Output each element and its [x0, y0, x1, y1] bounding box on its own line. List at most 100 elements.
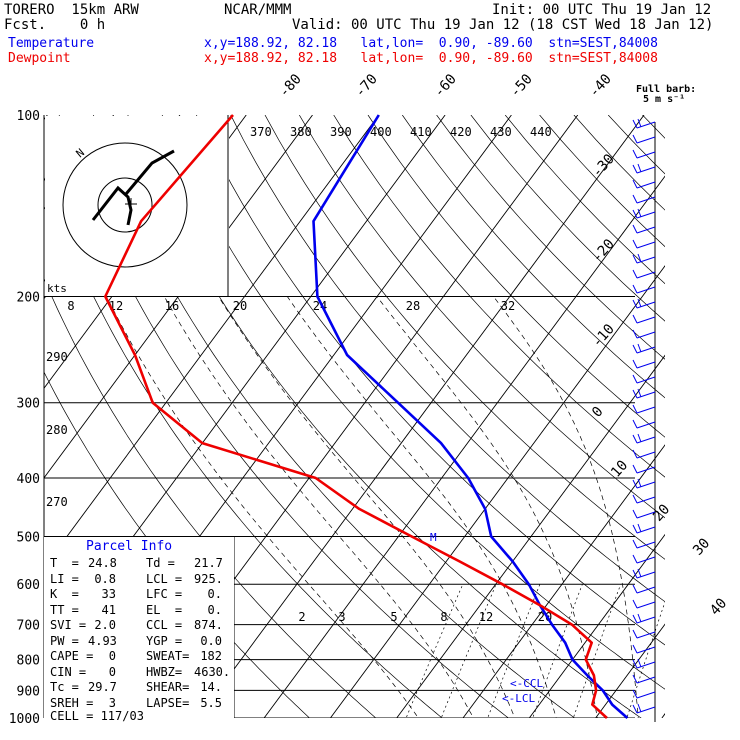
- moist-adiabat-line: [218, 296, 516, 718]
- pressure-label: 500: [17, 530, 40, 545]
- isotherm-label: -40: [586, 71, 615, 101]
- wind-barb: [632, 449, 656, 459]
- parcel-param-label: LI =: [50, 571, 79, 586]
- wind-barb: [632, 554, 656, 564]
- isotherm-label: -10: [589, 321, 618, 351]
- temperature-station-info: x,y=188.92, 82.18 lat,lon= 0.90, -89.60 …: [204, 36, 658, 51]
- barb-title: Full barb:: [636, 84, 697, 95]
- wind-barb: [632, 629, 656, 639]
- wind-barb: [632, 224, 656, 234]
- wind-barb: [632, 689, 656, 699]
- parcel-param-value: 925.: [194, 571, 223, 586]
- parcel-param-label: YGP =: [146, 633, 183, 648]
- parcel-param-value: 29.7: [88, 680, 117, 694]
- hodograph-ring: [62, 142, 188, 268]
- pressure-label: 100: [17, 109, 40, 124]
- wind-barb: [632, 179, 656, 189]
- isotherm-label: 10: [608, 457, 631, 480]
- parcel-param-value: 33: [101, 587, 116, 601]
- wind-barb: [632, 359, 656, 369]
- hodograph-speed-label: 28: [406, 299, 420, 313]
- parcel-param-value: 182: [200, 649, 222, 663]
- parcel-param-label: Td =: [146, 556, 175, 570]
- parcel-param-label: HWBZ=: [146, 664, 183, 679]
- dry-adiabat-line: [333, 115, 665, 478]
- parcel-param-label: TT =: [50, 602, 79, 617]
- hodograph-speed-label: 20: [233, 299, 247, 313]
- wind-barb: [632, 419, 656, 429]
- pressure-label: 800: [17, 654, 40, 669]
- wind-barb: [632, 374, 656, 384]
- parcel-param-label: SREH =: [50, 695, 94, 710]
- hodograph-speed-label: 8: [67, 299, 74, 313]
- isotherm-line: [661, 713, 665, 718]
- mixing-ratio-line: [532, 584, 583, 718]
- wind-barb: [632, 464, 656, 474]
- mixing-ratio-line: [626, 600, 665, 718]
- wind-barb: [632, 329, 656, 339]
- dewpoint-legend: Dewpoint: [8, 51, 71, 66]
- hodograph-trace: [91, 149, 175, 226]
- pressure-label: 600: [17, 578, 40, 593]
- parcel-param-label: Tc =: [50, 680, 79, 694]
- theta-label: 270: [46, 495, 68, 509]
- isotherm-line: [44, 115, 313, 479]
- wind-barb: [632, 118, 656, 129]
- wind-barb: [632, 703, 656, 714]
- wind-barb: [632, 584, 656, 594]
- isotherm-line: [330, 265, 665, 718]
- wind-barb: [632, 149, 656, 159]
- parcel-param-value: 4630.: [194, 664, 231, 679]
- dewpoint-profile: [104, 114, 608, 719]
- parcel-param-label: SVI =: [50, 618, 87, 632]
- mixing-ratio-label: 2: [298, 610, 305, 624]
- theta-label: 370: [250, 125, 272, 139]
- dry-adiabat-line: [642, 115, 665, 139]
- wind-barb: [632, 253, 656, 264]
- wind-barb: [632, 314, 656, 324]
- isotherm-label: 20: [650, 501, 673, 524]
- parcel-param-value: 14.: [200, 680, 222, 694]
- parcel-param-value: 2.0: [94, 618, 116, 632]
- parcel-info-title: Parcel Info: [86, 539, 173, 554]
- parcel-param-label: EL =: [146, 602, 183, 617]
- parcel-param-label: K =: [50, 587, 79, 601]
- isotherm-label: -50: [507, 71, 536, 101]
- parcel-param-label: CCL =: [146, 618, 183, 632]
- wind-barb: [632, 404, 656, 414]
- isotherm-label: 0: [589, 404, 607, 421]
- dry-adiabat-line: [367, 115, 665, 438]
- dry-adiabat-line: [44, 176, 443, 718]
- wind-barb: [632, 208, 656, 219]
- mixing-ratio-label: 8: [440, 610, 447, 624]
- isotherm-line: [528, 533, 665, 718]
- isotherm-line: [595, 623, 665, 718]
- theta-label: 440: [530, 125, 552, 139]
- hodograph-ring: [97, 177, 153, 233]
- mixing-ratio-line: [440, 584, 497, 718]
- pressure-label: 300: [17, 397, 40, 412]
- theta-label: 430: [490, 125, 512, 139]
- wind-barb: [632, 134, 656, 144]
- wind-barb: [632, 478, 656, 489]
- model-name: TORERO 15km ARW: [4, 2, 139, 18]
- wind-barb: [632, 163, 656, 174]
- wind-barb: [632, 343, 656, 354]
- parcel-param-value: 3: [108, 695, 116, 710]
- isotherm-label: 30: [690, 535, 713, 558]
- parcel-param-label: SHEAR=: [146, 680, 190, 694]
- forecast-hour: Fcst. 0 h: [4, 17, 106, 33]
- parcel-param-label: PW =: [50, 633, 79, 648]
- wind-barb: [632, 284, 656, 294]
- wind-barb: [632, 599, 656, 609]
- ccl-marker: M: [430, 531, 437, 544]
- parcel-param-value: 4.93: [88, 633, 117, 648]
- isotherm-label: -20: [589, 236, 618, 266]
- pressure-label: 200: [17, 291, 40, 306]
- parcel-param-value: 41: [101, 602, 116, 617]
- isotherm-label: -70: [352, 71, 381, 101]
- wind-barb: [632, 388, 656, 399]
- dry-adiabat-line: [607, 115, 665, 175]
- parcel-param-value: 0: [108, 649, 116, 663]
